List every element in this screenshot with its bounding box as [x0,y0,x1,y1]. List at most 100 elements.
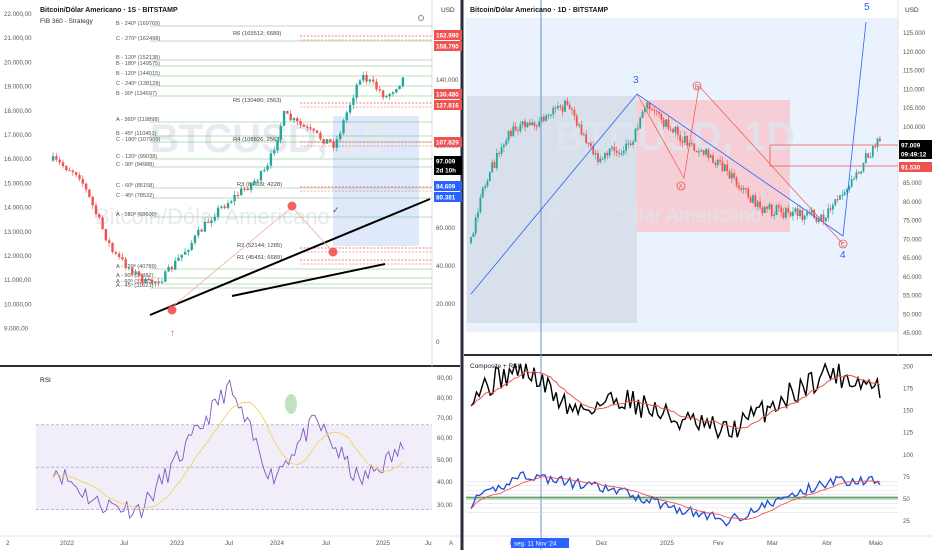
right-time-tick: Maio [869,540,883,547]
weekly-candle-body [65,165,68,171]
fib-level-label: B - 180º (149575) [116,60,160,67]
weekly-candle-body [144,278,147,284]
right-price-tick: 105.000 [903,105,926,112]
left-price-tick: 13.000,00 [4,229,32,236]
left-price-tag: 80.381 [436,195,456,202]
daily-candle-body [575,115,578,126]
daily-candle-body [679,135,682,141]
daily-candle-body [728,171,731,179]
right-time-tick: Mar [767,540,778,547]
left-inner-price-tick: 20.000 [436,301,455,308]
fib-level-label: A - 90º (34982) [116,272,154,279]
weekly-candle-body [338,133,342,140]
daily-candle-body [582,134,585,136]
weekly-candle-body [365,74,368,82]
weekly-candle-body [193,235,197,243]
guide-line-pink [171,206,293,308]
weekly-candle-body [332,141,335,148]
left-time-tick: 2023 [170,540,185,547]
daily-candle-body [754,195,757,207]
daily-candle-body [491,162,494,173]
composite-line [470,361,881,440]
weekly-candle-body [197,229,200,236]
daily-candle-body [693,143,696,151]
weekly-candle-body [299,121,302,125]
left-chart-title[interactable]: Bitcoin/Dólar Americano · 1S · BITSTAMP [40,7,178,14]
daily-candle-body [634,128,637,142]
left-price-tick: 18.000,00 [4,108,32,115]
weekly-candle-body [68,170,71,172]
daily-candle-body [712,155,714,163]
daily-candle-body [510,130,512,137]
daily-candle-body [545,115,548,121]
weekly-candle-body [315,130,319,133]
daily-candle-body [846,189,848,193]
weekly-candle-body [312,128,315,131]
left-price-tag: 84.609 [436,184,456,191]
daily-candle-body [484,186,486,189]
weekly-candle-body [388,93,391,97]
weekly-candle-body [226,203,230,209]
right-price-tag: 91.530 [901,165,921,172]
weekly-candle-body [335,139,339,148]
daily-candle-body [486,181,489,187]
daily-candle-body [585,134,588,143]
wave-circle-marker [838,239,848,249]
weekly-candle-body [381,90,385,98]
weekly-candle-body [302,124,306,127]
right-chart-title[interactable]: Bitcoin/Dólar Americano · 1D · BITSTAMP [470,7,608,14]
weekly-candle-body [329,139,332,142]
left-price-tag: 158.790 [436,44,459,51]
rsi-axis-tick: 90,00 [437,375,453,382]
daily-candle-body [472,233,475,238]
daily-candle-body [869,156,872,158]
weekly-candle-body [322,138,325,144]
right-price-tick: 45.000 [903,330,922,337]
daily-candle-body [622,150,625,154]
right-time-tick: 2025 [660,540,675,547]
weekly-candle-body [266,165,269,171]
weekly-candle-body [101,217,104,230]
daily-candle-body [749,197,752,203]
weekly-candle-body [272,150,276,154]
pivot-marker-origin [167,305,177,315]
left-indicator-name[interactable]: FIB 360 - Strategy [40,18,93,25]
fib-level-label: C - 45º (78532) [116,192,154,199]
daily-candle-body [676,126,679,136]
fib-level-label: B - 45º (110451) [116,130,157,137]
rsi-title[interactable]: RSI [40,377,51,384]
weekly-candle-body [127,267,131,269]
left-settings-icon[interactable] [418,15,424,21]
left-price-tick: 12.000,00 [4,253,32,260]
daily-candle-body [632,141,635,145]
date-badge[interactable]: seg. 11 Nov '24 [514,541,557,548]
daily-candle-body [615,150,618,153]
weekly-candle-body [187,250,190,252]
weekly-candle-body [58,159,61,163]
left-price-tag-bg [434,41,462,51]
arrow-up-icon: ↑ [170,328,175,339]
daily-candle-body [488,172,491,182]
weekly-candle-body [385,96,388,98]
left-time-tick: A [449,540,454,547]
daily-candle-body [759,201,761,208]
daily-candle-body [618,152,620,155]
left-time-tick: Jul [120,540,128,547]
weekly-candle-body [154,281,157,284]
weekly-candle-body [223,206,226,209]
daily-candle-body [855,172,858,179]
date-badge-bg[interactable] [511,538,569,548]
daily-candle-body [531,122,533,126]
weekly-candle-body [269,153,273,166]
weekly-candle-body [210,220,213,223]
daily-candle-body [524,121,526,128]
guide-line-pink-2 [291,206,334,253]
weekly-candle-body [137,271,141,276]
daily-candle-body [538,121,541,127]
daily-candle-body [829,208,832,210]
daily-candle-body [702,150,705,155]
rsi-axis-tick: 60,00 [437,435,453,442]
daily-candle-body [573,109,576,116]
composite-title[interactable]: Composite + RSI [470,363,520,370]
